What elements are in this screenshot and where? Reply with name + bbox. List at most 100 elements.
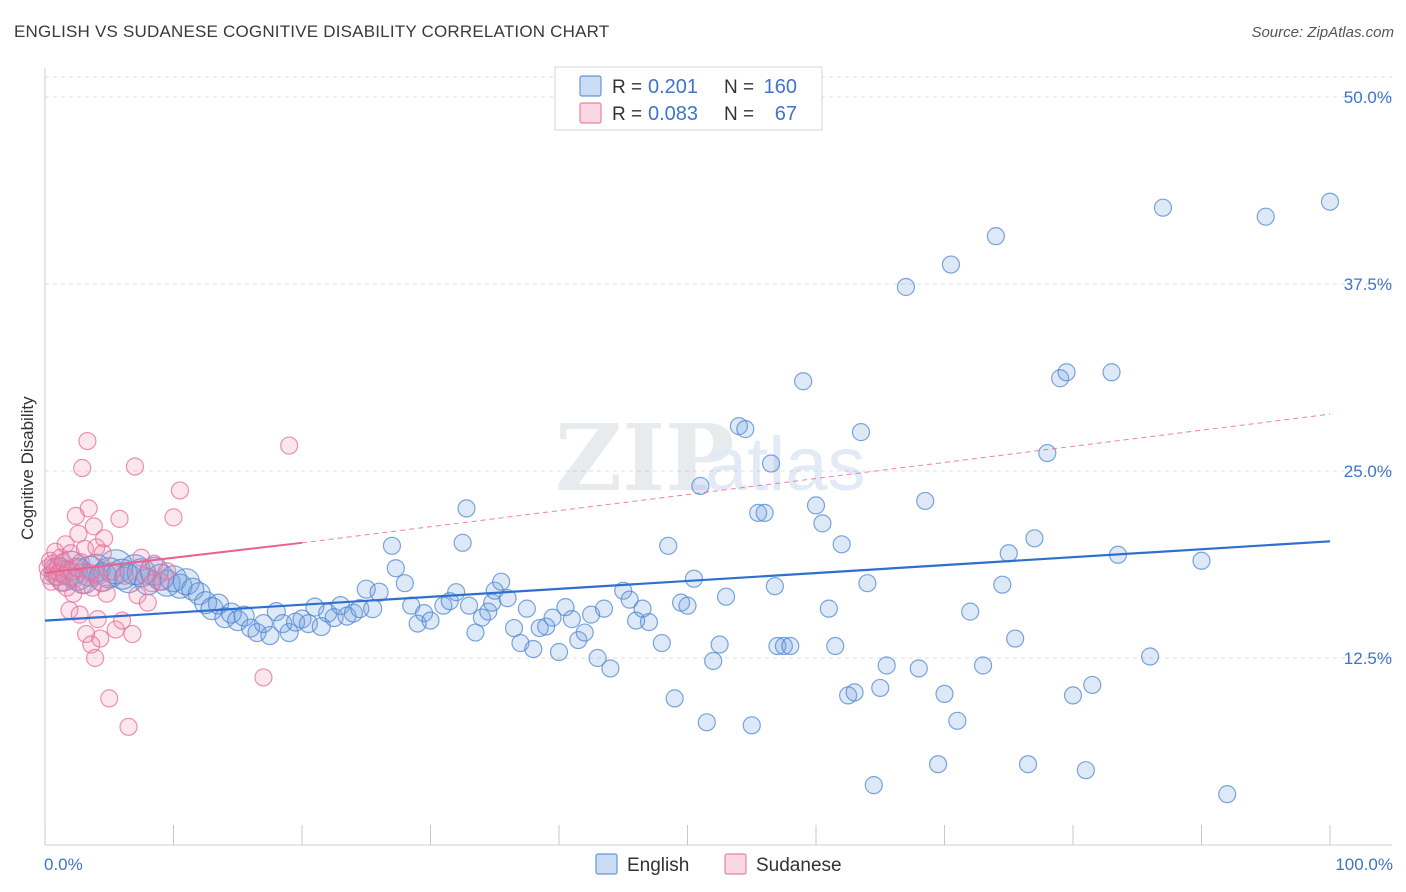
english-point	[999, 544, 1018, 563]
english-point	[928, 755, 948, 774]
series-legend: English Sudanese	[595, 853, 842, 876]
english-point	[233, 605, 255, 627]
english-point	[620, 590, 639, 609]
english-point	[447, 583, 466, 602]
sudanese-point	[125, 457, 145, 476]
english-point	[761, 454, 781, 473]
sudanese-point	[92, 574, 111, 593]
english-point	[614, 581, 633, 600]
english-point	[916, 491, 935, 511]
english-point	[457, 499, 476, 518]
sudanese-point	[115, 566, 134, 585]
n-value: 160	[764, 76, 797, 98]
x-tick-label-min: 0.0%	[44, 855, 83, 874]
sudanese-point	[157, 562, 177, 581]
sudanese-point	[100, 689, 119, 708]
english-point	[459, 596, 479, 615]
r-label: R =	[612, 77, 642, 98]
english-point	[794, 372, 813, 391]
sudanese-point	[79, 499, 98, 518]
english-point	[819, 599, 838, 618]
n-label: N =	[724, 104, 754, 125]
x-tick-label-max: 100.0%	[1335, 855, 1393, 874]
english-point	[710, 635, 729, 654]
sudanese-point	[138, 593, 157, 612]
english-point	[1218, 785, 1237, 804]
stats-legend: R = 0.201 N = 160 R = 0.083 N = 67	[554, 66, 823, 131]
sudanese-point	[151, 572, 170, 591]
english-point	[704, 651, 723, 671]
english-point	[1018, 755, 1038, 774]
axes	[44, 68, 1392, 846]
english-point	[260, 625, 280, 646]
english-point	[697, 713, 716, 732]
english-point	[973, 656, 993, 675]
sudanese-point	[86, 648, 105, 668]
english-point	[806, 496, 826, 515]
english-point	[421, 611, 440, 630]
english-point	[948, 711, 967, 730]
english-point	[877, 656, 896, 675]
y-tick-label: 50.0%	[1344, 88, 1392, 107]
english-point	[774, 636, 793, 656]
english-point	[851, 423, 871, 442]
english-point	[1140, 647, 1160, 666]
english-point	[569, 630, 588, 650]
english-point	[363, 599, 383, 619]
trend-lines	[44, 413, 1331, 622]
english-point	[575, 623, 594, 642]
sudanese-point	[61, 544, 80, 563]
n-value: 67	[775, 103, 797, 125]
r-label: R =	[612, 104, 642, 125]
svg-text:atlas: atlas	[705, 422, 866, 507]
english-point	[736, 420, 755, 439]
sudanese-point	[106, 620, 125, 639]
english-point	[871, 678, 890, 698]
english-point	[395, 574, 414, 593]
english-point	[768, 636, 787, 656]
english-point	[498, 589, 517, 608]
english-point	[414, 604, 434, 623]
english-point	[549, 642, 569, 662]
english-legend-swatch	[595, 853, 618, 875]
english-point	[492, 572, 511, 591]
sudanese-trend-extension	[301, 413, 1331, 544]
english-point	[832, 535, 851, 554]
sudanese-point	[70, 605, 89, 624]
english-point	[1256, 207, 1275, 226]
english-point	[755, 503, 774, 522]
english-point	[909, 659, 928, 678]
english-point	[588, 648, 607, 668]
y-tick-label: 25.0%	[1344, 462, 1392, 481]
sudanese-trend-line	[44, 541, 303, 574]
english-point	[279, 622, 299, 643]
sudanese-point	[164, 508, 183, 527]
english-point	[1006, 629, 1025, 648]
english-point	[172, 568, 200, 596]
sudanese-point	[71, 553, 91, 572]
english-point	[601, 659, 620, 678]
sudanese-point	[110, 509, 129, 528]
english-point	[1320, 192, 1340, 211]
sudanese-point	[77, 624, 96, 644]
sudanese-point	[95, 529, 114, 548]
english-point	[765, 577, 784, 596]
english-point	[386, 559, 405, 578]
sudanese-point	[75, 539, 94, 558]
english-point	[1063, 686, 1083, 705]
english-point	[781, 636, 800, 656]
sudanese-point	[128, 586, 147, 605]
sudanese-point	[73, 458, 92, 478]
sudanese-legend-swatch	[724, 853, 747, 875]
sudanese-point	[88, 610, 107, 629]
sudanese-point	[64, 584, 83, 603]
sudanese-point	[82, 635, 101, 654]
english-point	[1192, 551, 1211, 570]
english-point	[466, 623, 485, 642]
tick-labels: 12.5% 25.0% 37.5% 50.0% 0.0% 100.0%	[44, 88, 1393, 874]
english-point	[1153, 198, 1173, 217]
r-value: 0.083	[648, 103, 698, 125]
english-point	[659, 536, 678, 555]
english-point	[382, 536, 402, 555]
